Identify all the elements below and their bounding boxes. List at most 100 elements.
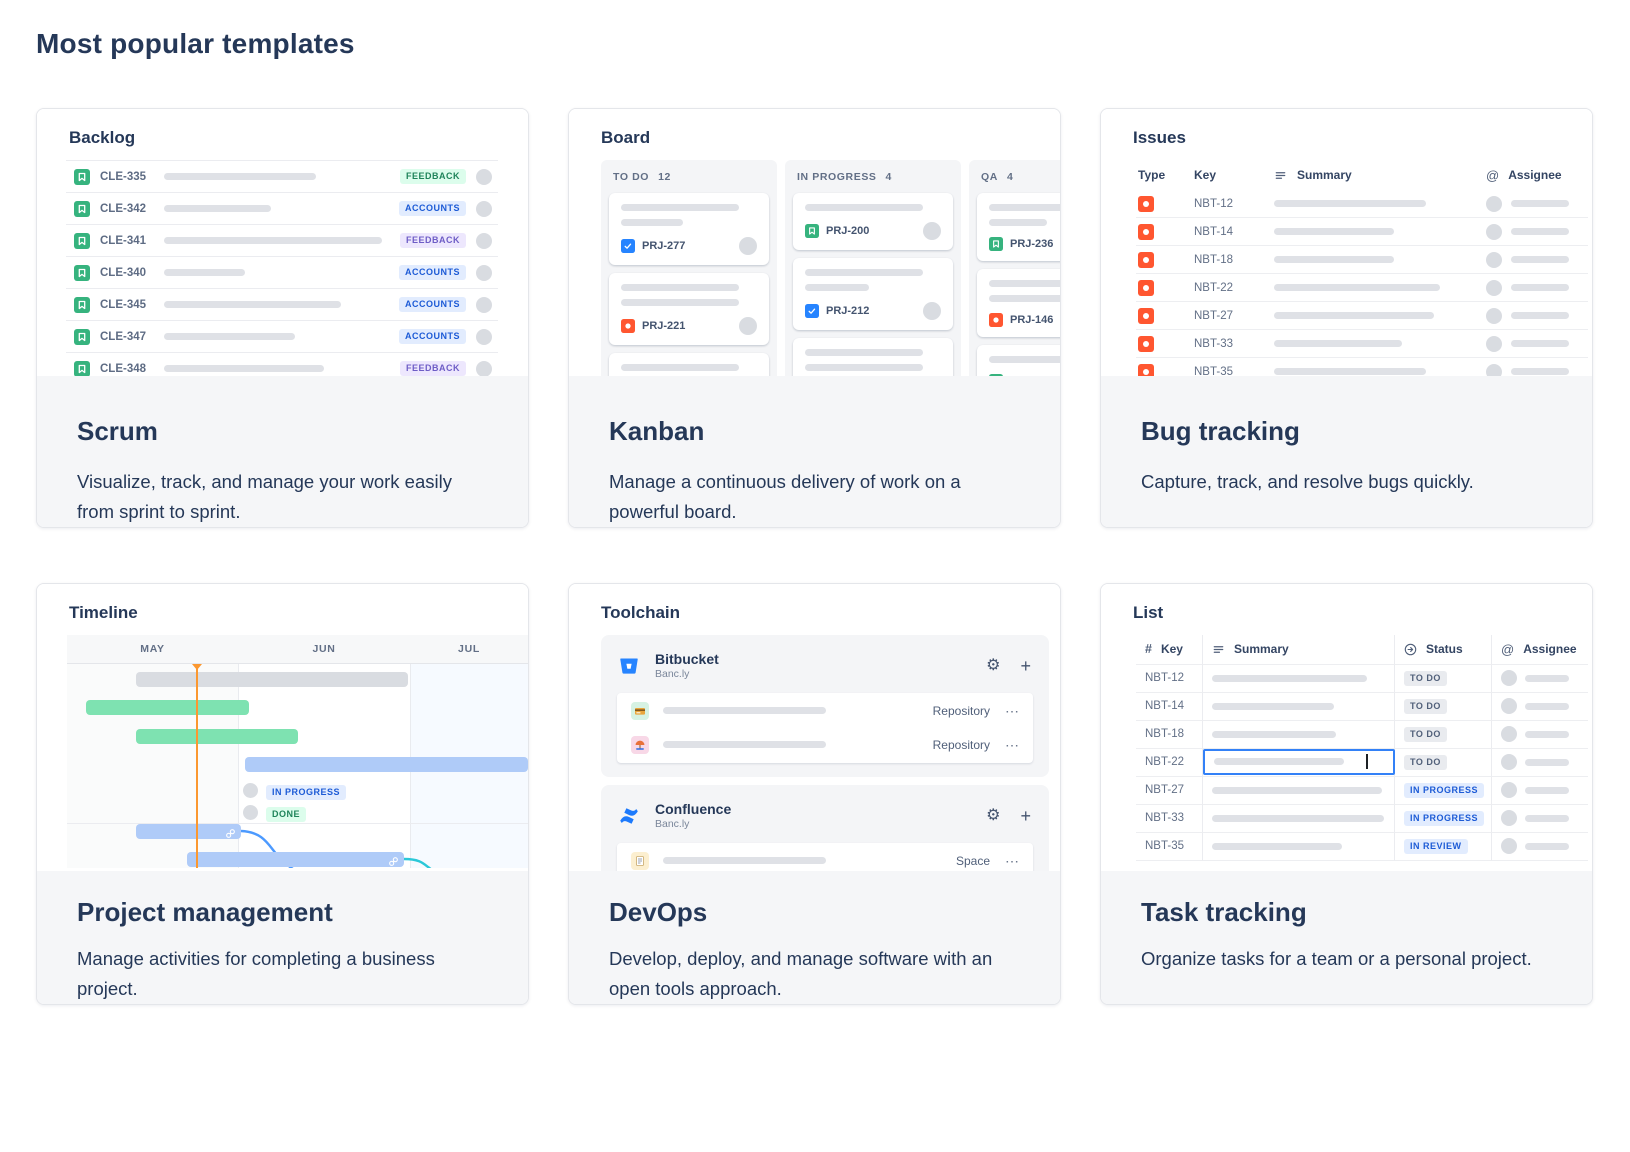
- story-icon: [989, 374, 1003, 376]
- more-menu-icon: ⋯: [1005, 852, 1019, 869]
- summary-placeholder: [164, 205, 271, 212]
- card-footer-row: PRJ-221: [621, 317, 757, 335]
- column-header-assignee: @ Assignee: [1486, 168, 1588, 183]
- beach-umbrella-icon: [631, 735, 649, 754]
- text-placeholder: [805, 349, 923, 356]
- month-label: MAY: [140, 642, 165, 655]
- summary-placeholder: [164, 365, 324, 372]
- column-header-assignee: @ Assignee: [1492, 635, 1588, 665]
- board-column-todo: TO DO 12 PRJ-277: [601, 160, 777, 376]
- summary-placeholder: [1274, 368, 1426, 375]
- issue-key: PRJ-221: [642, 320, 686, 332]
- issues-table-header: Type Key Summary @ Assignee: [1136, 160, 1588, 190]
- inline-edit-field[interactable]: [1203, 748, 1395, 775]
- text-placeholder: [805, 269, 923, 276]
- summary-cell-editing[interactable]: [1203, 748, 1395, 777]
- avatar: [243, 804, 258, 820]
- grid-line: [410, 634, 411, 868]
- assignee-cell: [1486, 223, 1588, 240]
- more-menu-icon: ⋯: [1005, 736, 1019, 753]
- avatar: [1486, 251, 1502, 268]
- summary-cell: [1203, 720, 1395, 749]
- column-header-summary: Summary: [1203, 634, 1395, 665]
- today-marker-line: [196, 663, 198, 868]
- avatar: [923, 222, 941, 240]
- story-icon: [74, 232, 90, 249]
- name-placeholder: [1525, 814, 1569, 822]
- summary-placeholder: [164, 269, 245, 276]
- credit-card-icon: [631, 701, 649, 720]
- bug-icon: [989, 313, 1003, 327]
- avatar: [1486, 307, 1502, 324]
- template-card-devops[interactable]: Toolchain Bitbucket Banc.ly ⚙ +: [568, 582, 1061, 1005]
- text-placeholder: [989, 356, 1060, 363]
- task-icon: [805, 304, 819, 318]
- summary-cell: [1274, 312, 1486, 319]
- bug-icon: [1138, 251, 1154, 268]
- issue-key: NBT-33: [1194, 337, 1233, 350]
- card-title-scrum: Scrum: [77, 416, 158, 446]
- document-icon: [631, 851, 649, 870]
- bitbucket-logo-icon: [617, 654, 641, 678]
- card-description: Organize tasks for a team or a personal …: [1141, 947, 1532, 969]
- issue-key: PRJ-243: [1010, 375, 1053, 376]
- column-header-key: Key: [1194, 168, 1217, 182]
- backlog-row: CLE-340 ACCOUNTS: [66, 257, 498, 289]
- text-placeholder: [989, 219, 1047, 226]
- avatar: [1501, 838, 1517, 855]
- tool-meta: Confluence Banc.ly: [655, 801, 731, 832]
- template-card-project-management[interactable]: Timeline MAY JUN JUL: [36, 582, 529, 1005]
- card-footer-row: PRJ-146: [989, 313, 1060, 327]
- type-cell: [1136, 335, 1194, 352]
- issue-row: NBT-35: [1136, 358, 1588, 376]
- issue-key: NBT-12: [1136, 664, 1203, 693]
- story-icon: [989, 237, 1003, 251]
- preview-title-issues: Issues: [1133, 128, 1186, 147]
- plus-icon: +: [1020, 805, 1031, 826]
- preview-title-toolchain: Toolchain: [601, 602, 681, 622]
- board-card: PRJ-277: [609, 193, 769, 265]
- template-card-task-tracking[interactable]: List # Key Summary Status @: [1100, 582, 1593, 1005]
- summary-placeholder: [1212, 702, 1334, 710]
- summary-cell: [1203, 832, 1395, 861]
- text-cursor: [1366, 754, 1368, 770]
- story-icon: [74, 264, 90, 281]
- status-cell: TO DO: [1395, 720, 1492, 749]
- assignee-cell: [1492, 805, 1588, 833]
- summary-placeholder: [164, 333, 295, 340]
- summary-cell: [1274, 284, 1486, 291]
- space-name-placeholder: [663, 857, 826, 865]
- summary-placeholder: [1274, 340, 1402, 347]
- issue-key: CLE-340: [100, 266, 147, 279]
- card-footer-row: PRJ-236: [989, 237, 1060, 251]
- summary-cell: [1274, 200, 1486, 207]
- at-icon: @: [1486, 167, 1500, 183]
- card-description: Develop, deploy, and manage software wit…: [609, 947, 993, 999]
- template-card-scrum[interactable]: Backlog CLE-335 FEEDBACK CLE-342 ACCOUNT…: [36, 108, 529, 528]
- card-title-devops: DevOps: [609, 896, 708, 927]
- summary-cell: [1274, 340, 1486, 347]
- template-card-kanban[interactable]: Board TO DO 12 PRJ-277: [568, 108, 1061, 528]
- tool-org: Banc.ly: [655, 668, 690, 681]
- gantt-bar: [245, 756, 528, 772]
- label-badge: FEEDBACK: [399, 361, 466, 376]
- type-cell: [1136, 363, 1194, 376]
- label-badge: ACCOUNTS: [399, 297, 466, 312]
- label-badge: FEEDBACK: [399, 169, 466, 184]
- summary-placeholder: [1274, 228, 1394, 235]
- board-card: PRJ-200: [793, 193, 953, 250]
- tool-header: Bitbucket Banc.ly ⚙ +: [617, 649, 1033, 683]
- avatar: [476, 296, 492, 313]
- summary-placeholder: [164, 173, 316, 180]
- bug-icon: [621, 319, 635, 333]
- column-name: TO DO: [613, 171, 650, 183]
- avatar: [1501, 782, 1517, 799]
- name-placeholder: [1525, 786, 1569, 794]
- card-footer: DevOps Develop, deploy, and manage softw…: [569, 870, 1060, 1004]
- card-footer-row: PRJ-277: [621, 237, 757, 255]
- gantt-bar: [136, 728, 298, 744]
- row-separator: [67, 822, 528, 824]
- template-card-bug-tracking[interactable]: Issues Type Key Summary @ Assignee: [1100, 108, 1593, 528]
- column-count: 4: [1006, 171, 1014, 183]
- summary-placeholder: [1212, 786, 1382, 794]
